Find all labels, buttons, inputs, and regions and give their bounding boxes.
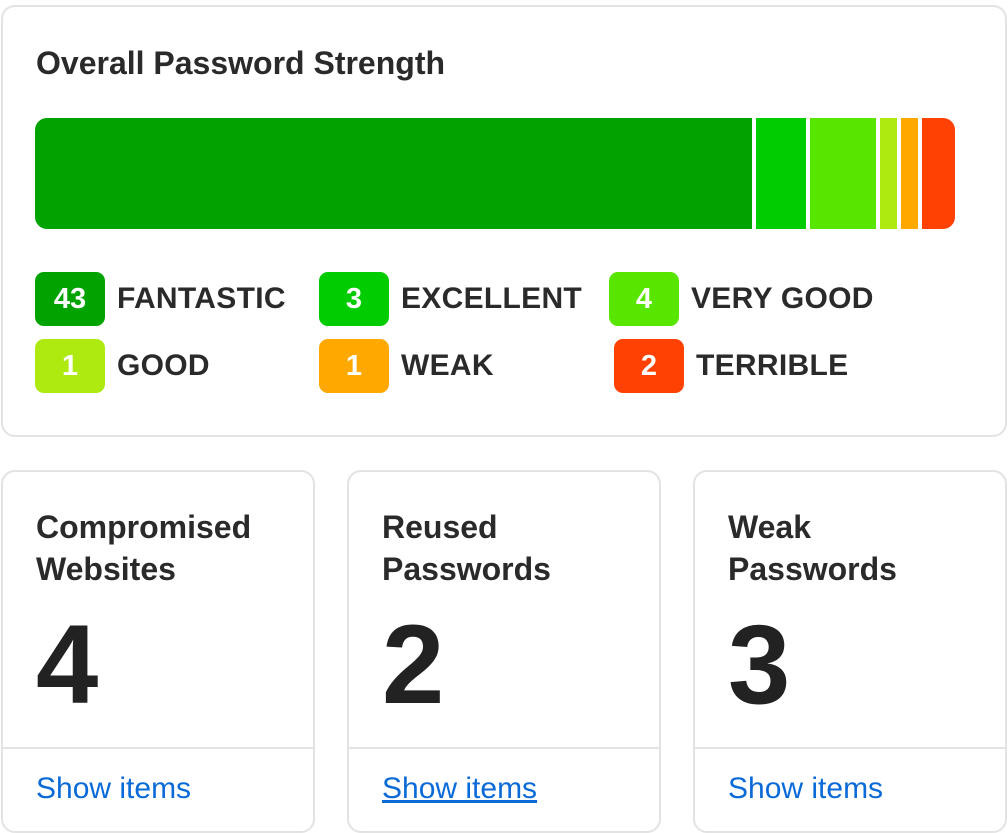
stat-card-weak: Weak Passwords 3 Show items <box>693 470 1007 833</box>
stat-card-reused: Reused Passwords 2 Show items <box>347 470 661 833</box>
count-badge: 2 <box>614 339 684 393</box>
stat-title: Weak Passwords <box>728 509 897 587</box>
count-badge: 43 <box>35 272 105 326</box>
legend-label: FANTASTIC <box>117 282 286 315</box>
legend-label: VERY GOOD <box>691 282 874 315</box>
stat-value: 3 <box>728 602 791 727</box>
bar-segment-good <box>880 118 898 229</box>
legend-item: 3 EXCELLENT <box>319 272 582 326</box>
stat-value: 2 <box>382 602 445 727</box>
strength-bar <box>35 118 955 229</box>
legend-item: 4 VERY GOOD <box>609 272 874 326</box>
legend-label: EXCELLENT <box>401 282 583 315</box>
count-badge: 4 <box>609 272 679 326</box>
card-title: Overall Password Strength <box>36 45 446 81</box>
legend-label: TERRIBLE <box>696 349 849 382</box>
bar-segment-terrible <box>921 118 955 229</box>
legend-item: 2 TERRIBLE <box>614 339 848 393</box>
show-items-link[interactable]: Show items <box>36 772 192 805</box>
legend-label: WEAK <box>401 349 494 382</box>
stat-title: Reused Passwords <box>382 509 551 587</box>
bar-segment-very-good <box>809 118 877 229</box>
divider <box>3 747 313 749</box>
show-items-link[interactable]: Show items <box>728 772 884 805</box>
stat-title: Compromised Websites <box>36 509 252 587</box>
divider <box>349 747 659 749</box>
legend-item: 1 WEAK <box>319 339 494 393</box>
count-badge: 3 <box>319 272 389 326</box>
legend-item: 1 GOOD <box>35 339 210 393</box>
bar-segment-weak <box>901 118 918 229</box>
bar-segment-excellent <box>755 118 806 229</box>
legend-item: 43 FANTASTIC <box>35 272 286 326</box>
bar-segment-fantastic <box>35 118 752 229</box>
count-badge: 1 <box>319 339 389 393</box>
stat-card-compromised: Compromised Websites 4 Show items <box>1 470 315 833</box>
show-items-link[interactable]: Show items <box>382 772 538 805</box>
divider <box>695 747 1005 749</box>
password-strength-card: Overall Password Strength 43 FANTASTIC 3 EX… <box>1 5 1007 437</box>
stat-value: 4 <box>36 602 99 727</box>
legend-label: GOOD <box>117 349 210 382</box>
count-badge: 1 <box>35 339 105 393</box>
